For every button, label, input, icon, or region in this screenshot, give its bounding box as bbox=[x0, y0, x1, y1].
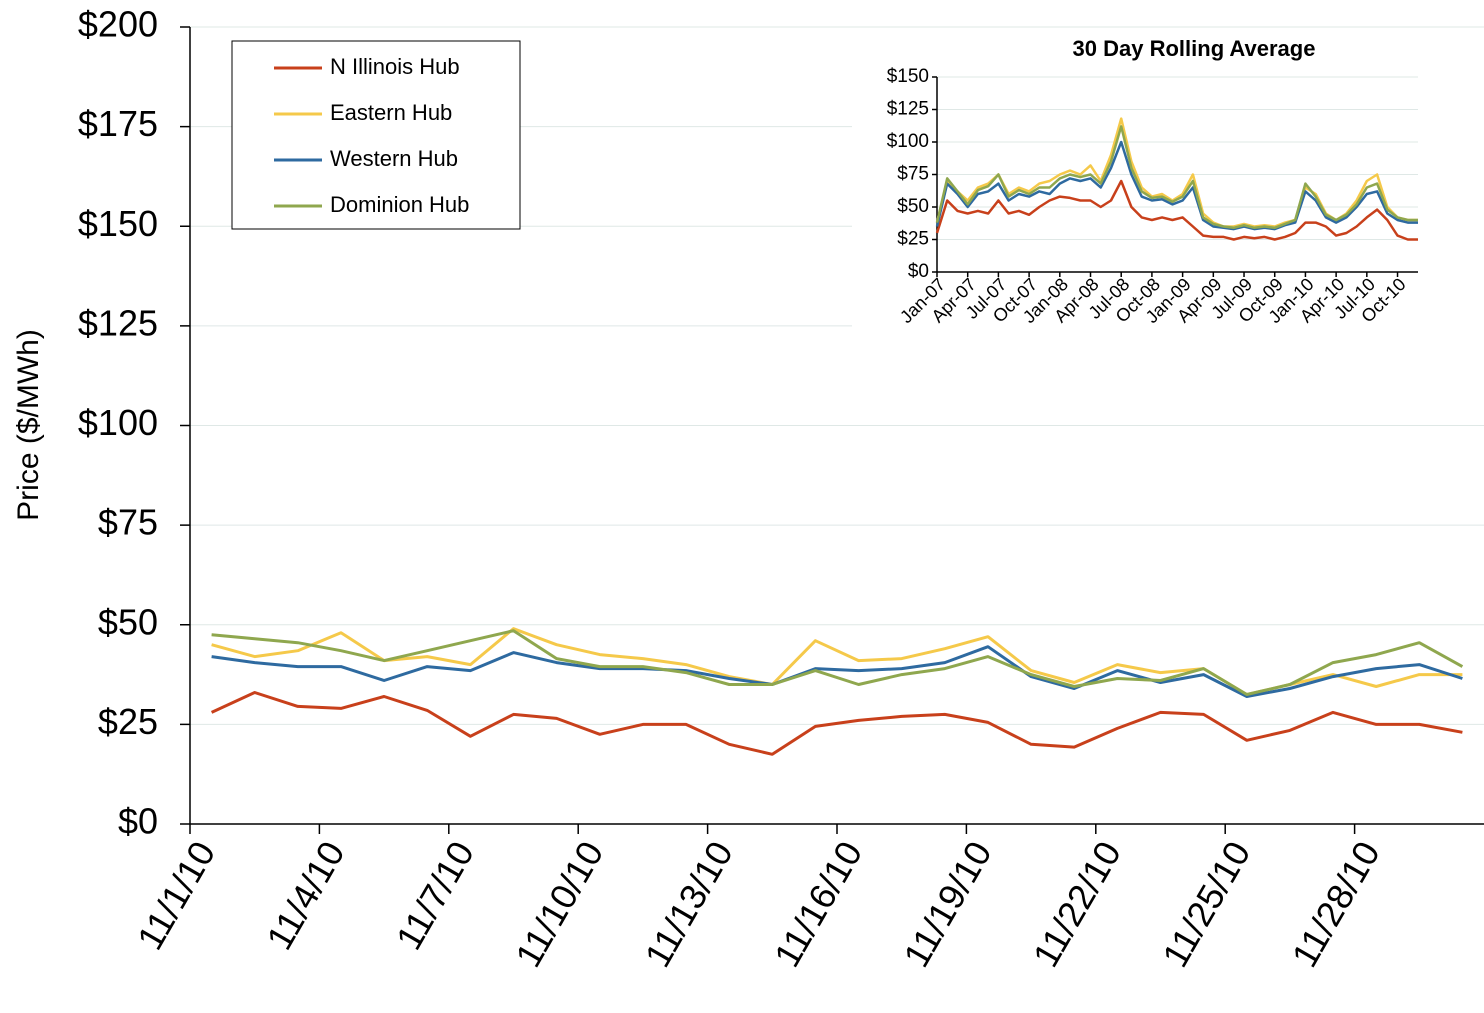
y-tick-label: $75 bbox=[897, 164, 929, 185]
series-line bbox=[211, 645, 1463, 698]
y-tick-label: $50 bbox=[897, 196, 929, 217]
y-tick-label: $175 bbox=[78, 103, 158, 144]
series-line bbox=[935, 179, 1418, 241]
x-tick-label: 11/4/10 bbox=[258, 834, 352, 956]
x-tick-label: 11/16/10 bbox=[766, 834, 870, 974]
series-line bbox=[211, 629, 1464, 696]
y-tick-label: $0 bbox=[118, 801, 158, 842]
legend-box bbox=[231, 40, 521, 230]
y-tick-label: $0 bbox=[908, 261, 929, 282]
legend-label: Western Hub bbox=[330, 146, 458, 171]
chart-title: 30 Day Rolling Average bbox=[1073, 36, 1316, 61]
x-tick-label: 11/28/10 bbox=[1284, 834, 1388, 974]
x-tick-label: 11/13/10 bbox=[637, 834, 741, 974]
series-line bbox=[935, 125, 1418, 230]
y-tick-label: $150 bbox=[78, 203, 158, 244]
x-tick-label: 11/25/10 bbox=[1154, 834, 1258, 974]
x-tick-label: 11/10/10 bbox=[507, 834, 611, 974]
legend-label: Dominion Hub bbox=[330, 192, 469, 217]
y-tick-label: $100 bbox=[78, 402, 158, 443]
legend-label: N Illinois Hub bbox=[330, 54, 460, 79]
series-line bbox=[211, 627, 1463, 696]
y-tick-label: $75 bbox=[98, 502, 158, 543]
y-tick-label: $125 bbox=[887, 99, 929, 120]
x-tick-label: 11/1/10 bbox=[129, 834, 223, 956]
y-axis-label: Price ($/MWh) bbox=[12, 329, 45, 521]
y-tick-label: $25 bbox=[98, 701, 158, 742]
y-tick-label: $150 bbox=[887, 66, 929, 87]
x-tick-label: 11/19/10 bbox=[895, 834, 999, 974]
series-line bbox=[210, 691, 1463, 756]
inset-background bbox=[852, 30, 1484, 400]
series-line bbox=[935, 140, 1418, 231]
x-tick-label: 11/22/10 bbox=[1025, 834, 1129, 974]
y-tick-label: $200 bbox=[78, 4, 158, 45]
legend-label: Eastern Hub bbox=[330, 100, 452, 125]
y-tick-label: $50 bbox=[98, 601, 158, 642]
x-tick-label: 11/7/10 bbox=[388, 834, 482, 956]
y-tick-label: $25 bbox=[897, 229, 929, 250]
y-tick-label: $100 bbox=[887, 131, 929, 152]
y-tick-label: $125 bbox=[78, 302, 158, 343]
